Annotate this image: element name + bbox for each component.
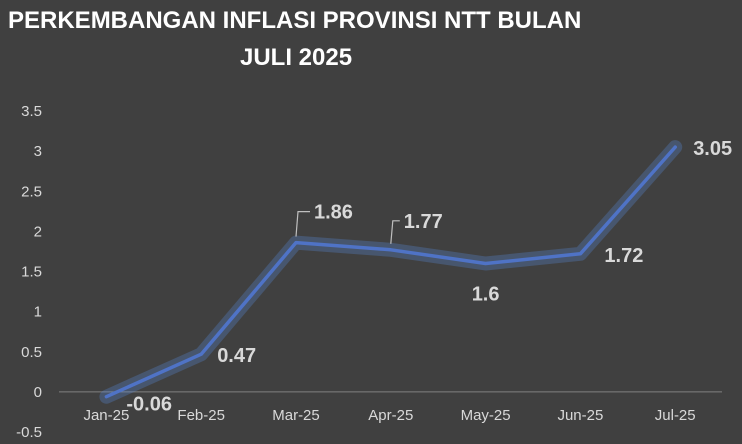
data-label-leader-lines [295, 211, 400, 244]
y-tick-label: 3 [34, 143, 42, 160]
data-label-leader [390, 220, 400, 244]
y-tick-label: 0 [34, 384, 42, 401]
data-label: 3.05 [693, 138, 732, 160]
x-tick-label: Jun-25 [557, 407, 603, 424]
data-label: 1.77 [404, 211, 443, 233]
data-label: 0.47 [217, 345, 256, 367]
x-tick-label: Feb-25 [177, 407, 225, 424]
x-tick-label: May-25 [461, 407, 511, 424]
data-label-leader [295, 211, 310, 237]
y-axis-tick-labels: -0.5 0 0.5 1 1.5 2 2.5 3 3.5 [16, 103, 42, 441]
x-tick-label: Jan-25 [83, 407, 129, 424]
chart-title-line-2: JULI 2025 [240, 44, 352, 71]
x-axis-tick-labels: Jan-25 Feb-25 Mar-25 Apr-25 May-25 Jun-25 Jul-… [83, 407, 695, 424]
data-label: 1.72 [604, 245, 643, 267]
y-tick-label: -0.5 [16, 424, 42, 441]
data-label: -0.06 [126, 394, 172, 416]
y-tick-label: 1.5 [21, 264, 42, 281]
y-tick-label: 3.5 [21, 103, 42, 120]
data-label: 1.86 [314, 202, 353, 224]
x-tick-label: Mar-25 [272, 407, 320, 424]
inflation-series-line [104, 145, 677, 399]
x-tick-label: Apr-25 [368, 407, 413, 424]
x-tick-label: Jul-25 [655, 407, 696, 424]
y-tick-label: 2.5 [21, 183, 42, 200]
chart-title-line-1: PERKEMBANGAN INFLASI PROVINSI NTT BULAN [8, 7, 581, 34]
y-tick-label: 0.5 [21, 344, 42, 361]
data-label: 1.6 [472, 283, 500, 305]
y-tick-label: 1 [34, 304, 42, 321]
y-tick-label: 2 [34, 223, 42, 240]
data-labels: -0.06 0.47 1.86 1.77 1.6 1.72 3.05 [126, 138, 732, 416]
